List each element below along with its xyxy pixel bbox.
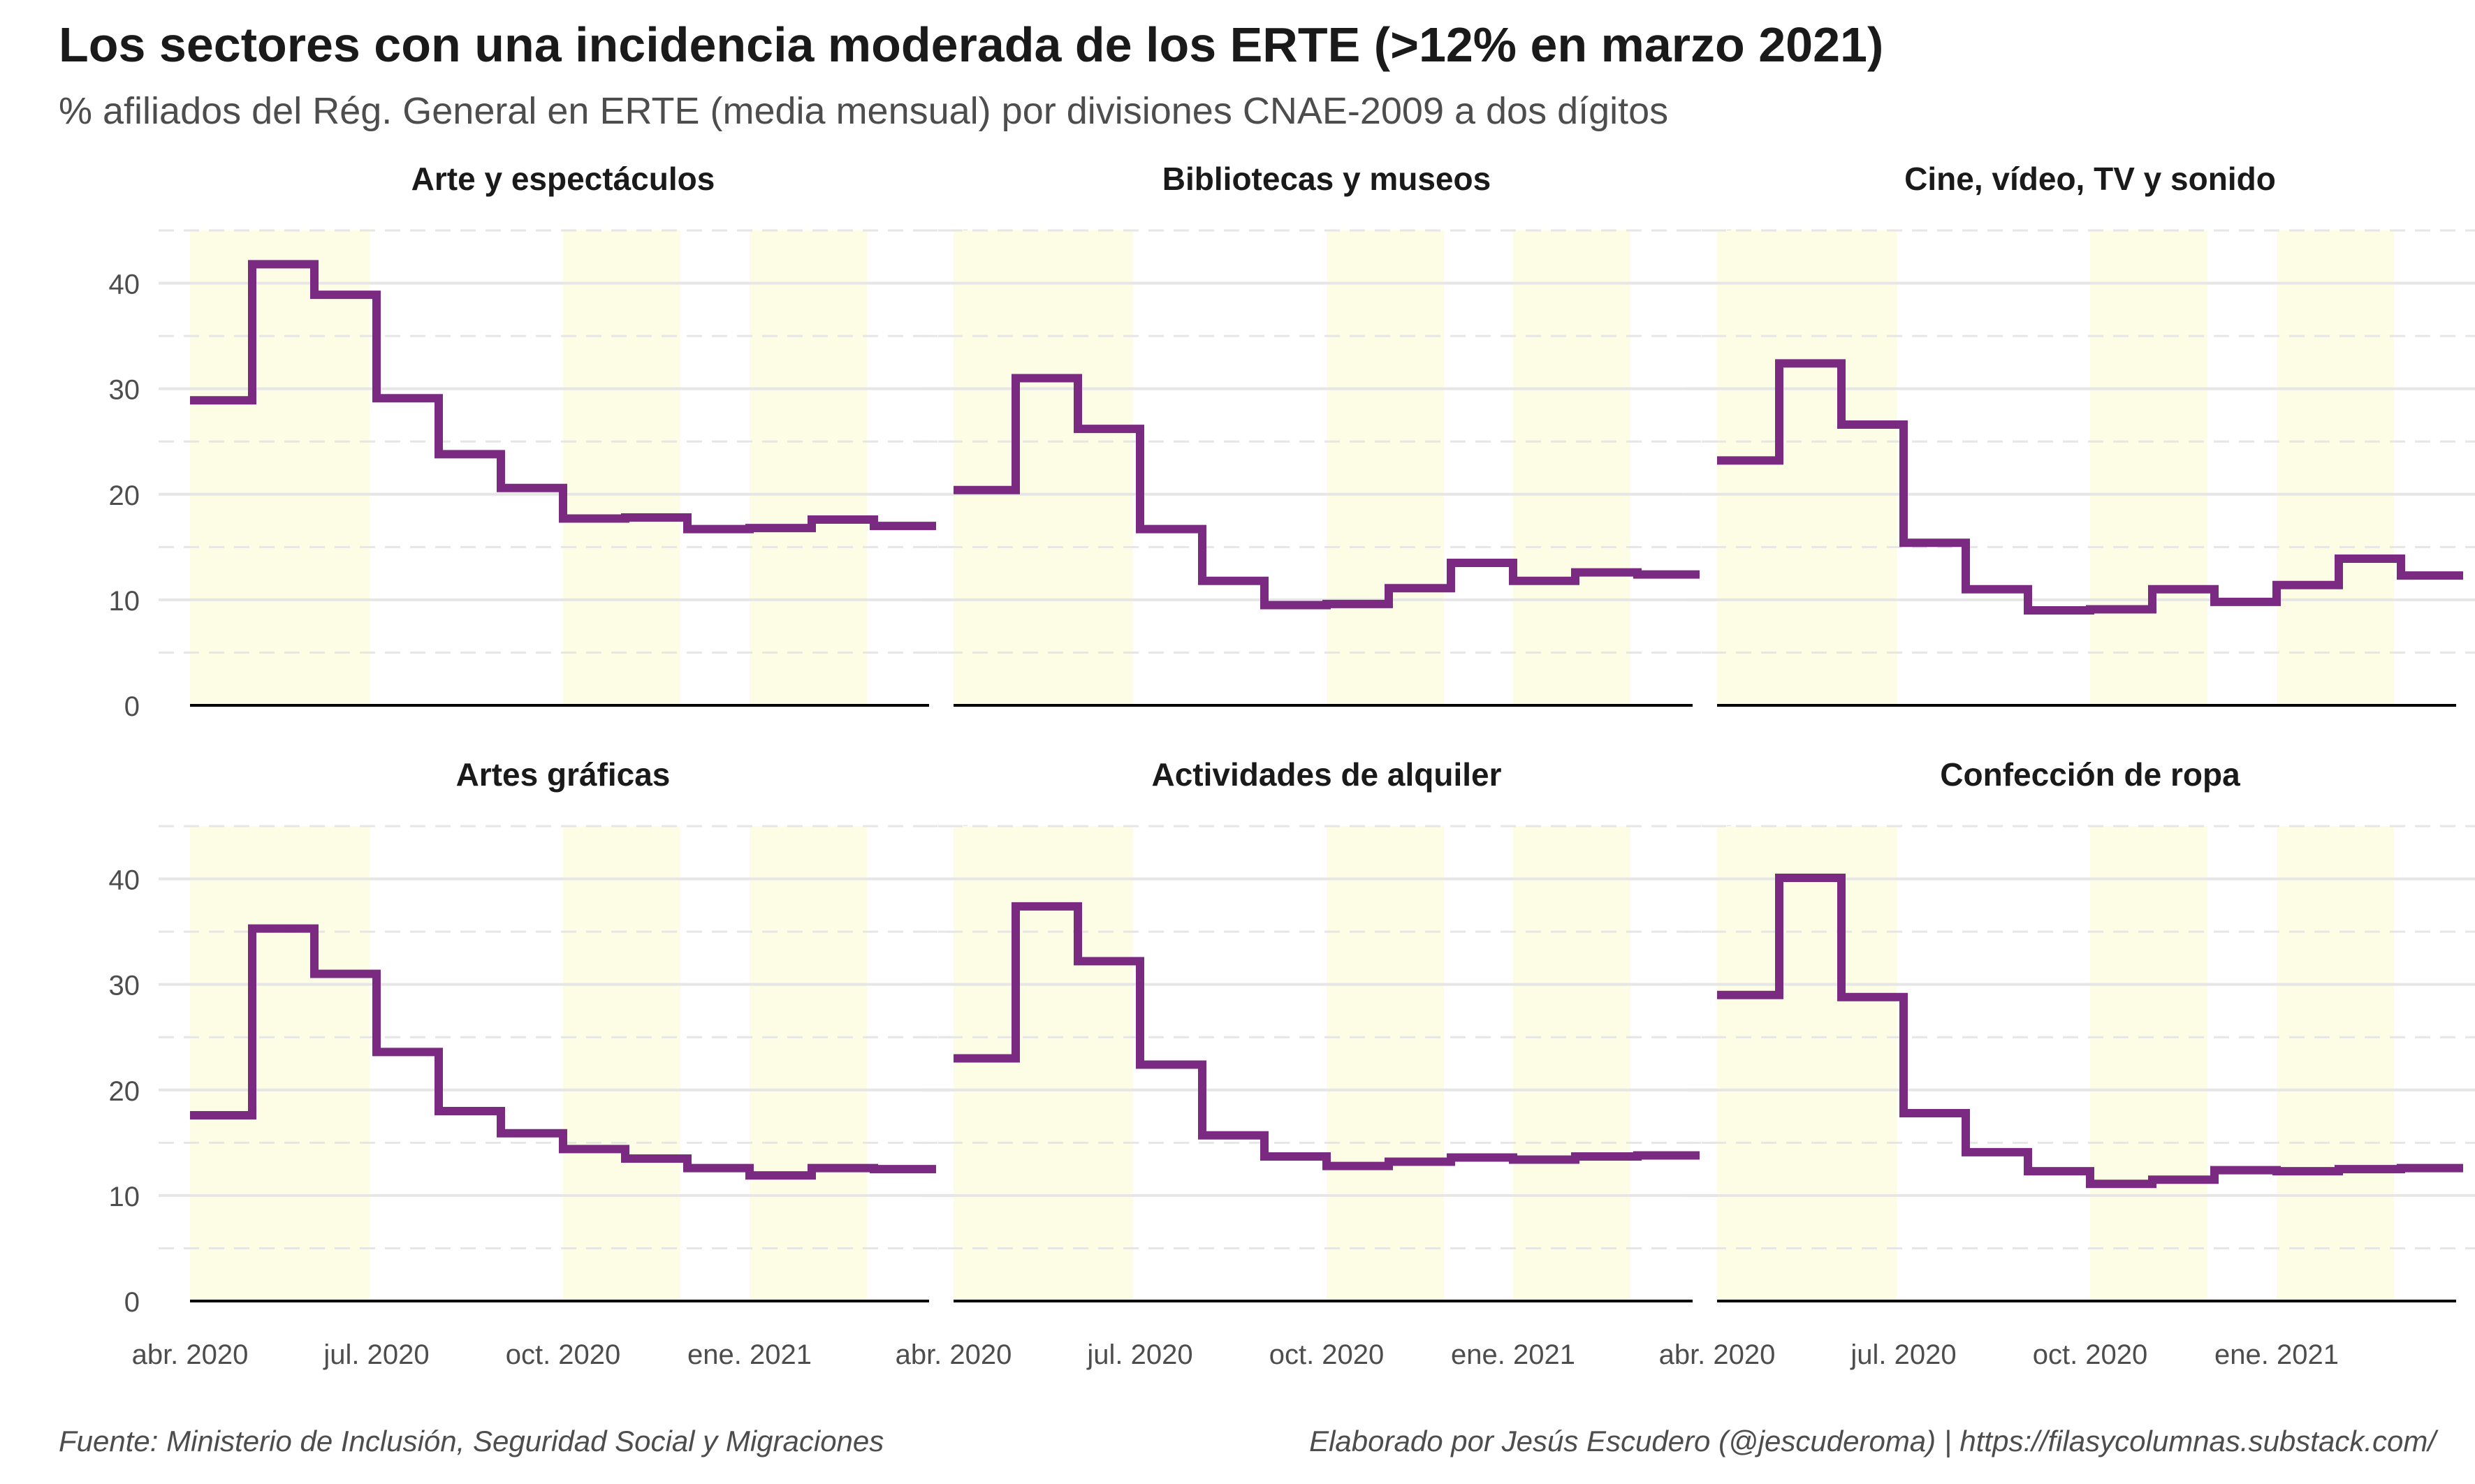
y-tick-label: 20 bbox=[109, 480, 140, 511]
x-tick-label: jul. 2020 bbox=[1086, 1339, 1192, 1370]
y-tick-label: 40 bbox=[109, 865, 140, 896]
author-caption: Elaborado por Jesús Escudero (@jescudero… bbox=[1309, 1425, 2436, 1457]
series-line bbox=[954, 374, 1700, 610]
y-tick-label: 30 bbox=[109, 971, 140, 1001]
shaded-period bbox=[563, 826, 680, 1301]
chart-subtitle: % afiliados del Rég. General en ERTE (me… bbox=[59, 90, 1669, 132]
source-caption: Fuente: Ministerio de Inclusión, Segurid… bbox=[59, 1425, 884, 1457]
chart-title: Los sectores con una incidencia moderada… bbox=[59, 17, 1884, 72]
shaded-period bbox=[2090, 826, 2207, 1301]
shaded-period bbox=[2277, 826, 2394, 1301]
y-tick-label: 0 bbox=[124, 691, 140, 722]
y-tick-label: 20 bbox=[109, 1076, 140, 1107]
shaded-period bbox=[1717, 826, 1897, 1301]
x-tick-label: ene. 2021 bbox=[2214, 1339, 2339, 1370]
shaded-period bbox=[954, 826, 1133, 1301]
y-tick-label: 0 bbox=[124, 1287, 140, 1318]
shaded-period bbox=[190, 230, 370, 705]
series-line bbox=[1717, 874, 2463, 1189]
shaded-period bbox=[563, 230, 680, 705]
x-tick-label: jul. 2020 bbox=[1850, 1339, 1956, 1370]
x-tick-label: abr. 2020 bbox=[896, 1339, 1012, 1370]
panel-title: Arte y espectáculos bbox=[411, 161, 715, 197]
shaded-period bbox=[2090, 230, 2207, 705]
panel-title: Artes gráficas bbox=[456, 756, 671, 793]
panel-title: Actividades de alquiler bbox=[1151, 756, 1501, 793]
shaded-period bbox=[1327, 230, 1444, 705]
y-tick-label: 10 bbox=[109, 586, 140, 617]
shaded-period bbox=[954, 230, 1133, 705]
x-tick-label: abr. 2020 bbox=[132, 1339, 249, 1370]
shaded-period bbox=[1717, 230, 1897, 705]
shaded-period bbox=[2277, 230, 2394, 705]
x-tick-label: ene. 2021 bbox=[1451, 1339, 1575, 1370]
y-tick-label: 30 bbox=[109, 375, 140, 406]
y-tick-label: 40 bbox=[109, 270, 140, 300]
shaded-period bbox=[1513, 826, 1630, 1301]
shaded-period bbox=[1327, 826, 1444, 1301]
panel-title: Cine, vídeo, TV y sonido bbox=[1904, 161, 2276, 197]
shaded-period bbox=[750, 826, 867, 1301]
series-line bbox=[1717, 359, 2463, 615]
series-line bbox=[190, 260, 936, 534]
series-line bbox=[190, 924, 936, 1180]
panel-title: Confección de ropa bbox=[1940, 756, 2240, 793]
shaded-period bbox=[190, 826, 370, 1301]
series-line bbox=[954, 902, 1700, 1170]
x-tick-label: oct. 2020 bbox=[1269, 1339, 1385, 1370]
x-tick-label: oct. 2020 bbox=[506, 1339, 621, 1370]
panel-title: Bibliotecas y museos bbox=[1162, 161, 1491, 197]
x-tick-label: ene. 2021 bbox=[687, 1339, 812, 1370]
shaded-period bbox=[750, 230, 867, 705]
x-tick-label: abr. 2020 bbox=[1659, 1339, 1776, 1370]
shaded-period bbox=[1513, 230, 1630, 705]
x-tick-label: oct. 2020 bbox=[2033, 1339, 2148, 1370]
x-tick-label: jul. 2020 bbox=[323, 1339, 429, 1370]
y-tick-label: 10 bbox=[109, 1182, 140, 1212]
